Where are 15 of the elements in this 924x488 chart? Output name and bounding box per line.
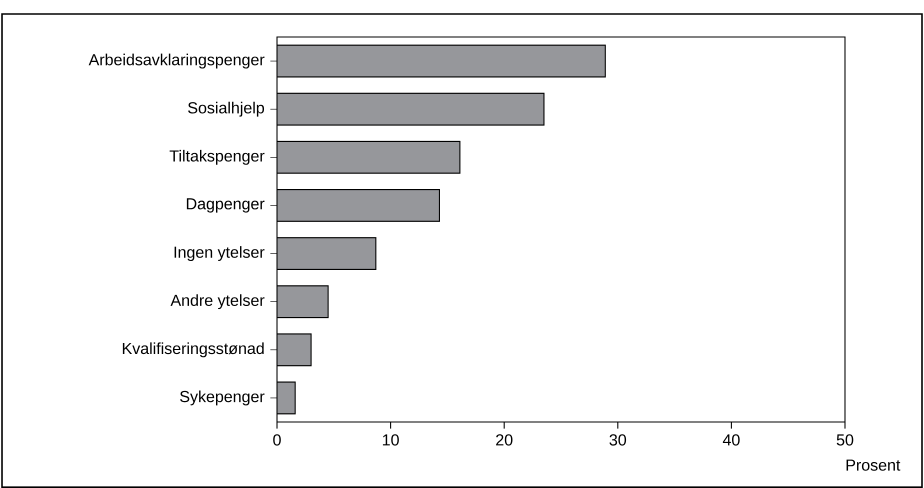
y-tick-label: Tiltakspenger bbox=[170, 150, 264, 165]
y-tick-label: Ingen ytelser bbox=[174, 246, 264, 262]
y-tick-label: Dagpenger bbox=[186, 198, 264, 213]
x-axis-title: Prosent bbox=[846, 460, 900, 471]
x-tick-label: 10 bbox=[382, 434, 399, 446]
x-tick-label: 20 bbox=[496, 434, 512, 446]
x-tick-label: 40 bbox=[722, 434, 740, 446]
y-tick-label: Andre ytelser bbox=[170, 294, 264, 310]
y-tick-label: Arbeidsavklaringspenger bbox=[88, 54, 264, 69]
x-tick-label: 0 bbox=[273, 434, 281, 446]
x-tick-label: 30 bbox=[610, 434, 626, 446]
y-tick-label: Sykepenger bbox=[180, 390, 264, 406]
x-tick-label: 50 bbox=[836, 434, 854, 446]
y-tick-label: Sosialhjelp bbox=[188, 102, 264, 117]
y-tick-label: Kvalifiseringsstønad bbox=[122, 342, 264, 358]
